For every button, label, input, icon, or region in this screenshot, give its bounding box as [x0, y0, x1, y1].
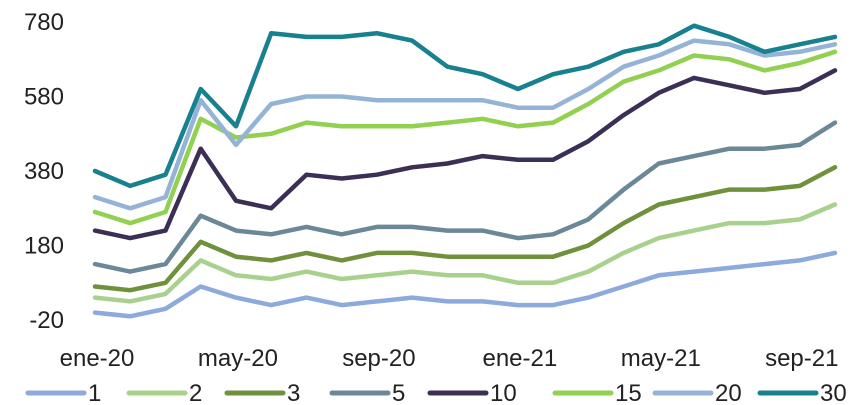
x-tick-label: ene-21	[482, 345, 557, 372]
legend-label: 30	[820, 380, 847, 405]
legend-label: 3	[287, 380, 300, 405]
series-line-2	[92, 202, 838, 304]
legend-item-2: 2	[126, 380, 202, 405]
x-tick-label: sep-21	[765, 345, 838, 372]
series-line-1	[92, 250, 838, 319]
y-tick-label: 180	[24, 233, 64, 260]
legend-label: 20	[715, 380, 742, 405]
series-lines	[92, 23, 838, 319]
legend-label: 2	[189, 380, 202, 405]
legend-item-10: 10	[427, 380, 517, 405]
series-line-20	[92, 38, 838, 211]
legend: 1 2 3 5 10 15 20 30	[25, 380, 847, 405]
legend-label: 1	[88, 380, 101, 405]
legend-label: 10	[490, 380, 517, 405]
y-tick-label: 380	[24, 158, 64, 185]
legend-item-30: 30	[757, 380, 847, 405]
x-axis: ene-20 may-20 sep-20 ene-21 may-21 sep-21	[60, 345, 839, 372]
y-tick-label: -20	[29, 307, 64, 334]
legend-label: 5	[392, 380, 405, 405]
y-axis: 780 580 380 180 -20	[24, 9, 64, 334]
legend-item-15: 15	[552, 380, 642, 405]
legend-label: 15	[615, 380, 642, 405]
x-tick-label: may-20	[198, 345, 278, 372]
legend-item-1: 1	[25, 380, 101, 405]
series-line-15	[92, 49, 838, 226]
legend-item-5: 5	[329, 380, 405, 405]
series-line-3	[92, 165, 838, 293]
x-tick-label: may-21	[621, 345, 701, 372]
series-line-10	[92, 68, 838, 241]
series-line-30	[92, 23, 838, 189]
x-tick-label: sep-20	[342, 345, 415, 372]
y-tick-label: 780	[24, 9, 64, 36]
y-tick-label: 580	[24, 84, 64, 111]
legend-item-3: 3	[224, 380, 300, 405]
legend-item-20: 20	[652, 380, 742, 405]
series-line-5	[92, 120, 838, 274]
x-tick-label: ene-20	[60, 345, 135, 372]
